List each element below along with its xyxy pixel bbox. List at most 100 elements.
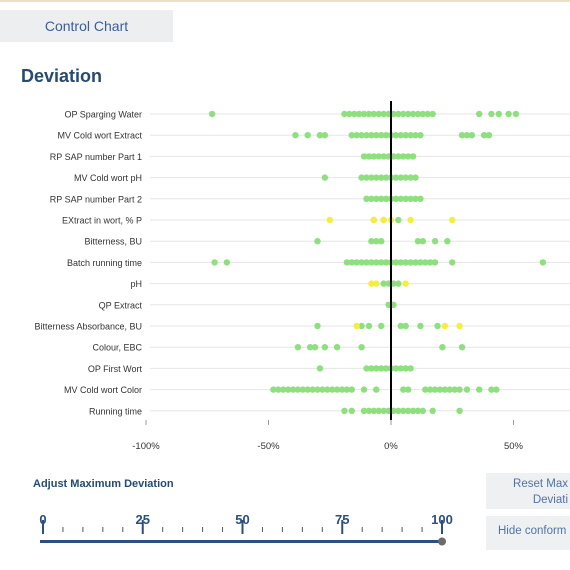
data-point-conform <box>395 407 402 414</box>
data-point-conform <box>456 407 463 414</box>
data-point-conform <box>404 386 412 393</box>
data-point-conform <box>539 259 547 266</box>
data-point-conform <box>284 386 292 393</box>
x-tick-label: 0% <box>384 441 398 452</box>
data-point-conform <box>429 407 436 414</box>
data-point-conform <box>409 407 417 414</box>
data-point-conform <box>294 344 302 351</box>
data-point-conform <box>341 110 348 118</box>
data-point-conform <box>343 386 351 393</box>
data-point-conform <box>446 386 453 393</box>
data-point-conform <box>360 407 368 414</box>
data-point-conform <box>329 386 336 393</box>
data-point-warning <box>353 322 360 330</box>
data-point-conform <box>422 386 429 393</box>
data-point-conform <box>400 110 407 118</box>
data-point-conform <box>400 386 407 393</box>
data-point-conform <box>382 259 390 266</box>
row-label: RP SAP number Part 2 <box>50 194 142 204</box>
slider-tick-label: 0 <box>39 512 46 527</box>
data-point-conform <box>316 132 324 139</box>
data-point-conform <box>373 195 380 202</box>
reset-max-deviation-button[interactable]: Reset Max Deviati <box>486 473 570 509</box>
data-point-conform <box>365 153 373 160</box>
data-point-conform <box>360 110 368 118</box>
data-point-conform <box>321 344 329 351</box>
data-point-conform <box>417 195 424 202</box>
data-point-conform <box>378 365 385 372</box>
data-point-conform <box>363 195 370 202</box>
x-tick-label: 50% <box>504 441 524 452</box>
data-point-conform <box>402 174 409 181</box>
data-point-conform <box>431 238 439 245</box>
data-point-conform <box>348 407 355 414</box>
data-point-conform <box>373 132 380 139</box>
data-point-conform <box>407 259 414 266</box>
data-point-conform <box>417 259 424 266</box>
data-point-conform <box>373 238 380 245</box>
data-point-conform <box>488 386 495 393</box>
data-point-conform <box>306 344 314 351</box>
data-point-conform <box>382 365 390 372</box>
data-point-conform <box>270 386 277 393</box>
hide-conform-label: Hide conform <box>498 525 567 537</box>
data-point-conform <box>493 386 500 393</box>
data-point-conform <box>380 153 387 160</box>
data-point-conform <box>355 110 363 118</box>
data-point-conform <box>378 174 385 181</box>
data-point-conform <box>380 280 387 287</box>
top-border <box>0 0 570 2</box>
tab-control-chart[interactable]: Control Chart <box>0 10 173 42</box>
slider-track[interactable] <box>40 540 442 543</box>
data-point-warning <box>368 280 375 287</box>
data-point-conform <box>368 132 375 139</box>
data-point-conform <box>485 132 493 139</box>
slider-title: Adjust Maximum Deviation <box>33 478 174 490</box>
data-point-conform <box>208 110 216 118</box>
data-point-conform <box>373 365 380 372</box>
max-deviation-slider[interactable]: 0 25 50 75 100 <box>0 505 480 555</box>
data-point-conform <box>397 259 404 266</box>
slider-handle[interactable] <box>438 537 446 546</box>
data-point-conform <box>373 259 380 266</box>
data-point-conform <box>400 153 407 160</box>
data-point-conform <box>417 322 424 330</box>
data-point-conform <box>275 386 282 393</box>
row-label: Bitterness Absorbance, BU <box>34 322 142 332</box>
data-point-conform <box>363 132 370 139</box>
data-point-conform <box>397 174 404 181</box>
data-point-conform <box>373 386 380 393</box>
data-point-conform <box>412 195 419 202</box>
data-point-conform <box>419 110 427 118</box>
data-point-conform <box>343 259 351 266</box>
data-point-conform <box>395 110 402 118</box>
data-point-conform <box>314 238 321 245</box>
data-point-conform <box>382 174 390 181</box>
data-point-conform <box>468 132 476 139</box>
data-point-warning <box>407 216 414 224</box>
data-point-conform <box>409 153 417 160</box>
data-point-conform <box>211 259 218 266</box>
data-point-conform <box>463 386 471 393</box>
data-point-conform <box>382 132 390 139</box>
data-point-conform <box>321 132 329 139</box>
data-point-conform <box>348 386 355 393</box>
deviation-chart: OP Sparging Water MV Cold wort Extract RP … <box>34 101 570 452</box>
data-point-conform <box>351 110 358 118</box>
data-point-conform <box>392 132 400 139</box>
data-point-conform <box>353 132 360 139</box>
x-tick-label: -50% <box>257 441 280 452</box>
data-point-conform <box>368 195 375 202</box>
data-point-conform <box>422 259 429 266</box>
hide-conform-button[interactable]: Hide conform <box>486 516 570 550</box>
slider-tick-label: 100 <box>431 512 453 527</box>
data-point-conform <box>368 238 375 245</box>
data-point-conform <box>458 344 466 351</box>
row-label: MV Cold wort Color <box>64 385 142 395</box>
data-point-conform <box>402 259 409 266</box>
data-point-conform <box>512 110 520 118</box>
slider-tick-label: 50 <box>235 512 249 527</box>
data-point-conform <box>451 386 458 393</box>
data-point-conform <box>419 238 427 245</box>
data-point-conform <box>404 407 412 414</box>
